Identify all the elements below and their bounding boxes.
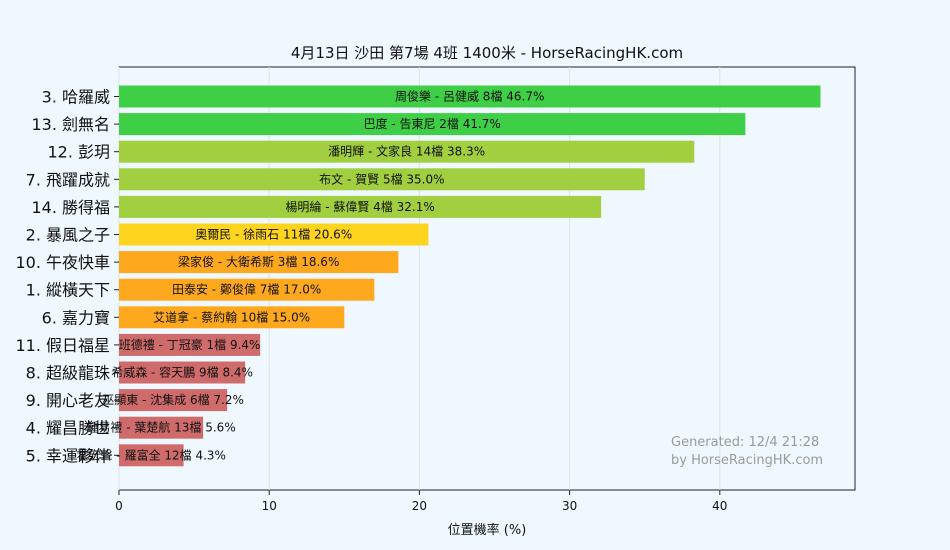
bar-value-label: 巴度 - 告東尼 2檔 41.7% bbox=[363, 116, 500, 131]
y-category-label: 2. 暴風之子 bbox=[26, 226, 110, 245]
bar bbox=[119, 113, 746, 136]
y-category-label: 10. 午夜快車 bbox=[15, 253, 110, 272]
bar-value-label: 布文 - 賀賢 5檔 35.0% bbox=[319, 171, 444, 186]
plot-area bbox=[118, 66, 856, 491]
y-category-label: 5. 幸運夥伴 bbox=[26, 446, 110, 465]
bar-value-label: 田泰安 - 鄭俊偉 7檔 17.0% bbox=[172, 282, 321, 297]
bar bbox=[119, 195, 602, 218]
bar bbox=[119, 333, 261, 356]
bar bbox=[119, 168, 645, 191]
y-category-label: 8. 超級龍珠 bbox=[26, 364, 110, 383]
y-category-label: 6. 嘉力寶 bbox=[42, 308, 110, 327]
y-category-label: 9. 開心老友 bbox=[26, 391, 110, 410]
bar-value-label: 希威森 - 容天鵬 9檔 8.4% bbox=[111, 365, 253, 380]
y-category-label: 7. 飛躍成就 bbox=[26, 170, 110, 189]
generated-annotation: Generated: 12/4 21:28 bbox=[671, 435, 819, 450]
bar bbox=[119, 416, 204, 439]
y-category-label: 13. 劍無名 bbox=[31, 115, 110, 134]
bar bbox=[119, 444, 184, 467]
bar-value-label: 潘明輝 - 文家良 14檔 38.3% bbox=[328, 144, 485, 159]
bar bbox=[119, 389, 228, 412]
bar bbox=[119, 361, 246, 384]
x-axis-label: 位置機率 (%) bbox=[448, 522, 527, 538]
bar bbox=[119, 306, 345, 329]
bar bbox=[119, 251, 399, 274]
x-tick-label: 20 bbox=[412, 499, 427, 513]
bar-value-label: 周俊樂 - 呂健威 8檔 46.7% bbox=[395, 89, 544, 104]
bar-value-label: 楊明綸 - 蘇偉賢 4檔 32.1% bbox=[285, 199, 434, 214]
bar bbox=[119, 278, 375, 301]
x-tick-label: 40 bbox=[712, 499, 727, 513]
x-tick-label: 30 bbox=[562, 499, 577, 513]
y-category-label: 11. 假日福星 bbox=[15, 336, 110, 355]
bar-value-label: 霍宏聲 - 羅富全 12檔 4.3% bbox=[77, 447, 226, 462]
bar-value-label: 奧爾民 - 徐雨石 11檔 20.6% bbox=[195, 227, 352, 242]
bar-value-label: 巫顯東 - 沈集成 6檔 7.2% bbox=[102, 392, 244, 407]
y-category-label: 4. 耀昌勝世 bbox=[26, 419, 110, 438]
bar bbox=[119, 140, 695, 163]
chart-title: 4月13日 沙田 第7場 4班 1400米 - HorseRacingHK.co… bbox=[291, 44, 683, 62]
bar-value-label: 班德禮 - 丁冠豪 1檔 9.4% bbox=[119, 337, 261, 352]
x-axis: 0 10 20 30 40 bbox=[115, 490, 727, 513]
x-tick-label: 0 bbox=[115, 499, 123, 513]
x-tick-label: 10 bbox=[262, 499, 277, 513]
bar-value-label: 梁家俊 - 大衛希斯 3檔 18.6% bbox=[178, 254, 339, 269]
y-category-label: 14. 勝得福 bbox=[31, 198, 110, 217]
bars: 3. 哈羅威 周俊樂 - 呂健威 8檔 46.7% 13. 劍無名 巴度 - 告東尼 … bbox=[15, 85, 821, 467]
y-category-label: 3. 哈羅威 bbox=[42, 88, 110, 107]
y-category-label: 12. 彭玥 bbox=[47, 143, 110, 162]
bar bbox=[119, 223, 429, 246]
bar-value-label: 鍾易禮 - 葉楚航 13檔 5.6% bbox=[86, 420, 235, 435]
site-annotation: by HorseRacingHK.com bbox=[671, 453, 823, 468]
y-category-label: 1. 縱橫天下 bbox=[26, 281, 110, 300]
bar-value-label: 艾道拿 - 蔡約翰 10檔 15.0% bbox=[153, 309, 310, 324]
bar bbox=[119, 85, 821, 108]
